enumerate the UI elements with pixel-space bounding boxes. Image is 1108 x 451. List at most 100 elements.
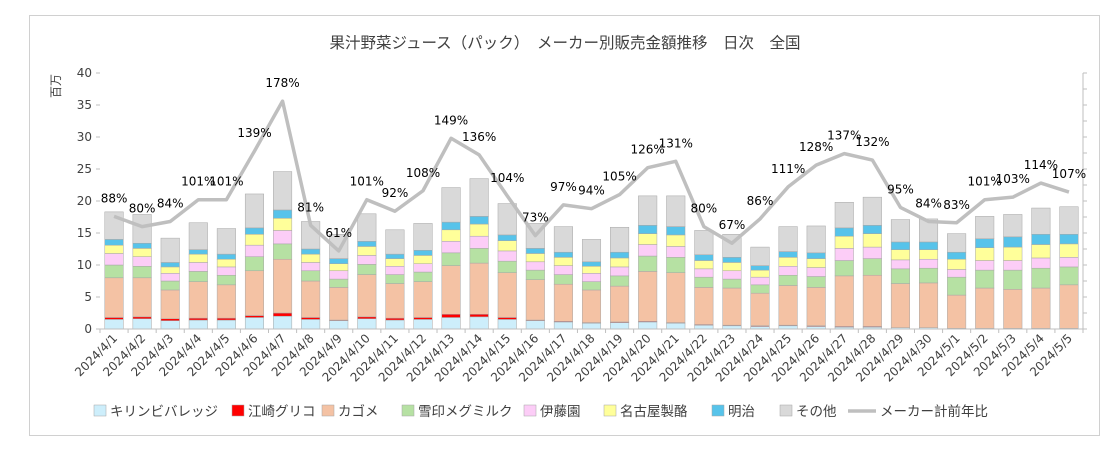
bar-segment	[244, 317, 264, 330]
bar-segment	[273, 218, 293, 231]
bar-segment	[862, 233, 882, 248]
bar-segment	[413, 223, 433, 251]
bar-segment	[890, 219, 910, 243]
legend-swatch	[523, 404, 537, 417]
bar-segment	[890, 268, 910, 284]
legend-label: メーカー計前年比	[880, 403, 988, 420]
bar-segment	[160, 266, 180, 274]
bar-segment	[1031, 234, 1051, 245]
yoy-data-label: 92%	[382, 186, 409, 200]
bar-segment	[553, 257, 573, 266]
bar-segment	[778, 226, 798, 252]
yoy-data-label: 67%	[719, 218, 746, 232]
bar-segment	[666, 234, 686, 247]
yoy-data-label: 132%	[855, 135, 889, 149]
bar-segment	[806, 225, 826, 254]
bar-segment	[329, 278, 349, 288]
bar-segment	[722, 270, 742, 280]
bar-segment	[104, 239, 124, 246]
bar-segment	[750, 276, 770, 286]
yoy-data-label: 101%	[968, 175, 1002, 189]
bar-segment	[834, 227, 854, 237]
bar-segment	[244, 193, 264, 229]
bar-segment	[834, 260, 854, 277]
yoy-data-label: 136%	[462, 130, 496, 144]
bar-segment	[919, 258, 939, 269]
bar-segment	[132, 266, 152, 279]
bar-segment	[216, 317, 236, 321]
legend-label: その他	[796, 404, 837, 420]
bar-segment	[244, 234, 264, 246]
bar-segment	[638, 244, 658, 257]
bar-segment	[947, 251, 967, 260]
bar-segment	[919, 218, 939, 243]
yoy-data-label: 95%	[887, 182, 914, 196]
bar-segment	[216, 274, 236, 286]
bar-segment	[610, 251, 630, 259]
bar-segment	[750, 284, 770, 294]
bar-segment	[329, 287, 349, 321]
bar-segment	[581, 266, 602, 274]
bar-segment	[385, 258, 405, 267]
bar-segment	[553, 251, 573, 258]
bar-segment	[357, 264, 377, 275]
bar-segment	[581, 273, 602, 282]
bar-segment	[441, 187, 461, 223]
bar-segment	[666, 246, 686, 258]
bar-segment	[638, 271, 658, 322]
y-tick-label: 5	[84, 290, 92, 304]
bar-segment	[385, 319, 405, 330]
yoy-data-label: 101%	[209, 175, 243, 189]
bar-segment	[1059, 206, 1079, 235]
bar-segment	[329, 258, 349, 264]
bar-segment	[610, 266, 630, 277]
bar-segment	[638, 233, 658, 245]
legend-label: キリンビバレッジ	[110, 404, 218, 420]
bar-segment	[947, 258, 967, 270]
bar-segment	[694, 287, 714, 325]
bar-segment	[188, 249, 208, 255]
bar-segment	[722, 262, 742, 272]
bar-segment	[216, 253, 236, 260]
bar-segment	[413, 317, 433, 320]
y-tick-label: 0	[84, 322, 92, 336]
bar-segment	[1003, 214, 1023, 238]
yoy-data-label: 86%	[747, 194, 774, 208]
bar-segment	[385, 317, 405, 321]
bar-segment	[441, 314, 461, 318]
legend-swatch	[93, 404, 107, 417]
bar-segment	[750, 265, 770, 271]
yoy-data-label: 137%	[827, 129, 861, 143]
bar-segment	[104, 264, 124, 279]
bar-segment	[919, 267, 939, 284]
bar-segment	[301, 253, 321, 263]
legend-label: カゴメ	[338, 403, 379, 420]
yoy-data-label: 97%	[550, 180, 577, 194]
bar-segment	[834, 235, 854, 249]
bar-segment	[1031, 257, 1051, 269]
bar-segment	[104, 211, 124, 240]
bar-segment	[1059, 234, 1079, 245]
yoy-data-label: 80%	[129, 202, 156, 216]
bar-segment	[525, 320, 545, 330]
bar-segment	[441, 252, 461, 266]
bar-segment	[301, 262, 321, 272]
bar-segment	[160, 320, 180, 330]
bar-segment	[581, 239, 602, 263]
bar-segment	[273, 230, 293, 245]
bar-segment	[778, 274, 798, 286]
bar-segment	[385, 266, 405, 275]
bar-segment	[132, 318, 152, 330]
bar-segment	[525, 269, 545, 280]
bar-segment	[638, 321, 658, 330]
legend-swatch	[711, 404, 725, 417]
legend-label: 雪印メグミルク	[418, 404, 513, 420]
bar-segment	[553, 283, 573, 322]
bar-segment	[160, 318, 180, 321]
bar-segment	[1031, 207, 1051, 235]
bar-segment	[1059, 257, 1079, 268]
bar-segment	[469, 314, 489, 318]
bar-segment	[975, 216, 995, 240]
chart-svg: 果汁野菜ジュース（パック） メーカー別販売金額推移 日次 全国 百万 05101…	[49, 34, 1087, 420]
bar-segment	[357, 241, 377, 247]
